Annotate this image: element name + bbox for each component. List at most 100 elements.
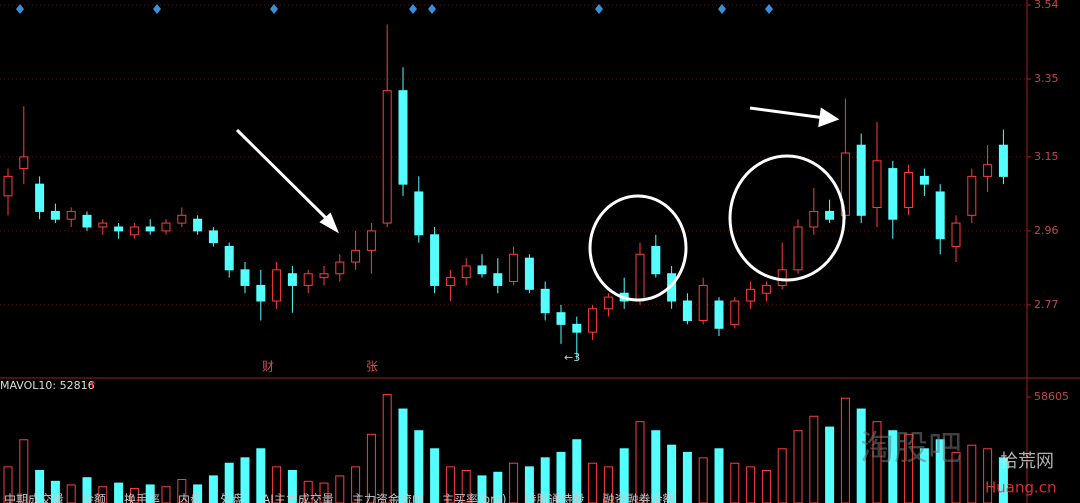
tab[interactable]: 换手率 <box>124 492 160 503</box>
tab[interactable]: AI主力成交量 <box>262 492 334 503</box>
candle-body <box>35 183 45 212</box>
candle-body <box>935 191 945 240</box>
y-tick-label: 58605 <box>1034 390 1069 403</box>
tab[interactable]: 金额 <box>82 492 106 503</box>
candle-body <box>730 300 740 325</box>
candle-body <box>746 288 756 302</box>
volume-bar <box>730 462 740 503</box>
volume-bar <box>382 394 392 503</box>
candle-body <box>224 245 234 271</box>
candle-body <box>998 144 1008 177</box>
volume-bar <box>208 475 218 503</box>
candle-body <box>714 300 724 329</box>
y-tick-label: 3.15 <box>1034 150 1059 163</box>
candle-body <box>177 214 187 224</box>
candle-body <box>98 222 108 228</box>
candle-body <box>524 257 534 290</box>
candle-body <box>588 308 598 333</box>
candle-body <box>477 265 487 275</box>
tab-bar: 中期成交量 金额 换手率 内盘 外盘 AI主力成交量 主力资金流向 主买率(bm) 持股通持股 融… <box>4 492 675 503</box>
volume-bar <box>414 430 424 503</box>
candle-body <box>904 171 914 209</box>
tab[interactable]: 主力资金流向 <box>352 492 424 503</box>
candle-body <box>493 273 503 286</box>
candle-body <box>414 191 424 236</box>
candle-body <box>856 144 866 216</box>
candle-body <box>698 284 708 321</box>
volume-bar <box>682 451 692 503</box>
candle-body <box>872 160 882 209</box>
candle-body <box>303 273 313 286</box>
candle-body <box>319 273 329 279</box>
volume-bar <box>398 408 408 503</box>
volume-bar <box>825 426 835 503</box>
y-tick-label: 2.77 <box>1034 298 1059 311</box>
candle-body <box>540 288 550 314</box>
tab[interactable]: 持股通持股 <box>525 492 585 503</box>
annotation: 张 <box>366 360 378 374</box>
candle-body <box>793 226 803 271</box>
tab[interactable]: 外盘 <box>220 492 244 503</box>
candle-body <box>983 164 993 177</box>
candle-body <box>287 273 297 286</box>
volume-bar <box>761 469 771 503</box>
candle-body <box>635 253 645 302</box>
volume-bar <box>793 430 803 503</box>
volume-bar <box>303 480 313 503</box>
y-tick-label: 3.54 <box>1034 0 1059 11</box>
volume-bar <box>35 469 45 503</box>
candle-body <box>777 269 787 286</box>
candle-body <box>240 269 250 286</box>
candle-body <box>82 214 92 228</box>
volume-bar <box>746 466 756 503</box>
volume-bar <box>461 469 471 503</box>
candle-body <box>193 218 203 232</box>
candle-body <box>430 234 440 286</box>
volume-bar <box>856 408 866 503</box>
candle-body <box>461 265 471 279</box>
candle-body <box>398 90 408 185</box>
volume-bar <box>588 462 598 503</box>
volume-bar <box>256 448 266 503</box>
candle-body <box>272 269 282 302</box>
volume-bar <box>967 444 977 503</box>
candle-body <box>825 210 835 220</box>
candle-body <box>114 226 124 232</box>
annotation: 财 <box>262 360 274 374</box>
candle-body <box>50 210 60 220</box>
y-tick-label: 3.35 <box>1034 72 1059 85</box>
volume-bar <box>114 482 124 503</box>
candle-body <box>66 210 76 220</box>
candle-body <box>208 230 218 244</box>
candle-body <box>888 168 898 220</box>
volume-bar <box>161 486 171 503</box>
candle-body <box>145 226 155 232</box>
candle-body <box>556 312 566 325</box>
candle-body <box>19 156 29 170</box>
volume-bar <box>840 397 850 503</box>
volume-bar <box>619 448 629 503</box>
volume-bar <box>335 475 345 503</box>
candle-body <box>572 323 582 333</box>
tab[interactable]: 主买率(bm) <box>442 492 507 503</box>
volume-bar <box>477 475 487 503</box>
volume-bar <box>224 462 234 503</box>
watermark-site: 拾荒网 <box>1000 451 1054 472</box>
candle-body <box>919 175 929 185</box>
tab[interactable]: 融资融券余额 <box>603 492 675 503</box>
volume-bar <box>698 457 708 503</box>
volume-bar <box>872 421 882 503</box>
candle-body <box>445 277 455 286</box>
candle-body <box>951 222 961 247</box>
tab[interactable]: 内盘 <box>178 492 202 503</box>
candle-body <box>129 226 139 236</box>
volume-bar <box>66 484 76 503</box>
volume-bar <box>98 486 108 503</box>
volume-indicator: ↑ <box>88 379 97 392</box>
tab[interactable]: 中期成交量 <box>4 492 64 503</box>
watermark-url: Huang.cn <box>985 479 1057 497</box>
candle-body <box>809 210 819 228</box>
volume-bar <box>50 480 60 503</box>
